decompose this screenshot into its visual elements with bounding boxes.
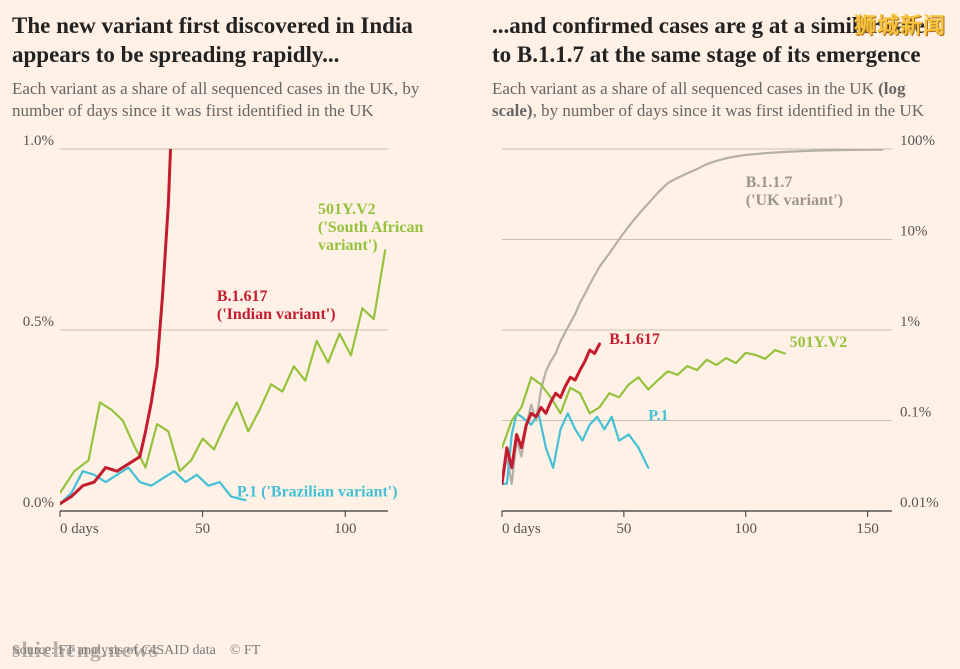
svg-text:P.1 ('Brazilian variant'): P.1 ('Brazilian variant') [237,484,398,501]
svg-text:('Indian variant'): ('Indian variant') [217,306,336,323]
svg-text:B.1.617: B.1.617 [217,288,268,305]
source-text: Source: FT analysis of GISAID data [12,643,216,658]
chart-b: 0.01% 0.1% 1% 10% 100% 0 days 50 100 150 B.1.1.7(… [492,127,948,547]
page-root: The new variant first discovered in Indi… [0,0,960,669]
svg-text:0 days: 0 days [60,521,99,537]
svg-text:variant'): variant') [318,238,378,255]
svg-text:('South African: ('South African [318,220,423,237]
svg-text:150: 150 [856,521,879,537]
svg-text:0.0%: 0.0% [23,495,54,511]
panel-a-subtitle: Each variant as a share of all sequenced… [12,78,468,124]
panel-b-subtitle-pre: Each variant as a share of all sequenced… [492,79,878,98]
source-line: Source: FT analysis of GISAID data © FT [12,643,260,659]
panel-b-subtitle: Each variant as a share of all sequenced… [492,78,948,124]
chart-a-wrap: 0.0% 0.5% 1.0% 0 days 50 100 B.1.617('Indian v… [12,127,468,547]
svg-text:B.1.1.7: B.1.1.7 [746,174,793,191]
svg-text:0.01%: 0.01% [900,495,939,511]
svg-text:100: 100 [735,521,758,537]
chart-b-wrap: 0.01% 0.1% 1% 10% 100% 0 days 50 100 150 B.1.1.7(… [492,127,948,547]
svg-text:50: 50 [616,521,631,537]
panel-a-subtitle-text: Each variant as a share of all sequenced… [12,79,419,121]
svg-text:100: 100 [334,521,357,537]
svg-text:1%: 1% [900,314,920,330]
svg-text:P.1: P.1 [648,408,668,425]
svg-text:10%: 10% [900,224,928,240]
panel-b-title: ...and confirmed cases are g at a simila… [492,12,948,70]
panel-b-title-prefix: ...and confirmed cases are g [492,13,763,38]
panel-b-subtitle-post: , by number of days since it was first i… [533,101,924,120]
svg-text:0.5%: 0.5% [23,314,54,330]
panel-a-title: The new variant first discovered in Indi… [12,12,468,70]
svg-text:0 days: 0 days [502,521,541,537]
chart-a: 0.0% 0.5% 1.0% 0 days 50 100 B.1.617('Indian v… [12,127,468,547]
svg-text:1.0%: 1.0% [23,133,54,149]
svg-text:501Y.V2: 501Y.V2 [790,334,848,351]
svg-text:('UK variant'): ('UK variant') [746,192,843,209]
credit-text: © FT [230,643,260,658]
svg-text:501Y.V2: 501Y.V2 [318,202,376,219]
svg-text:B.1.617: B.1.617 [609,331,660,348]
svg-text:0.1%: 0.1% [900,405,931,421]
panel-left: The new variant first discovered in Indi… [12,12,480,669]
panel-right: ...and confirmed cases are g at a simila… [480,12,948,669]
svg-text:50: 50 [195,521,210,537]
svg-text:100%: 100% [900,133,935,149]
